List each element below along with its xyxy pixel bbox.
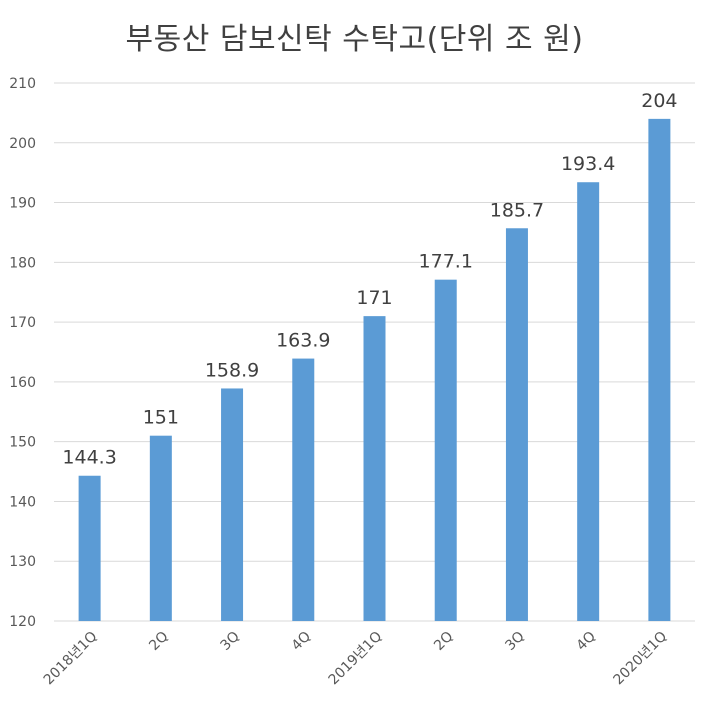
x-category-label: 3Q bbox=[217, 629, 242, 654]
chart-title: 부동산 담보신탁 수탁고(단위 조 원) bbox=[125, 22, 584, 57]
y-tick-label: 150 bbox=[9, 435, 36, 451]
x-category-label: 2018년1Q bbox=[41, 629, 101, 689]
data-label-8: 204 bbox=[641, 90, 677, 112]
bar-8 bbox=[648, 118, 671, 621]
x-category-label: 4Q bbox=[574, 629, 599, 654]
y-tick-label: 140 bbox=[9, 494, 36, 510]
y-tick-label: 210 bbox=[9, 76, 36, 92]
bar-1 bbox=[149, 435, 172, 621]
y-axis-ticks: 120 130 140 150 160 170 180 190 200 210 bbox=[9, 76, 36, 630]
y-tick-label: 190 bbox=[9, 196, 36, 212]
data-label-5: 177.1 bbox=[419, 251, 473, 273]
x-category-label: 4Q bbox=[289, 629, 314, 654]
bar-3 bbox=[292, 358, 315, 621]
x-axis-categories: 2018년1Q 2Q 3Q 4Q 2019년1Q 2Q 3Q 4Q 2020년1Q bbox=[41, 629, 670, 689]
bar-0 bbox=[78, 475, 101, 621]
data-label-1: 151 bbox=[143, 407, 179, 429]
bar-5 bbox=[434, 279, 457, 621]
y-tick-label: 170 bbox=[9, 315, 36, 331]
bars bbox=[78, 118, 671, 621]
x-category-label: 2Q bbox=[146, 629, 171, 654]
data-labels: 144.3 151 158.9 163.9 171 177.1 185.7 193.4 204 bbox=[62, 90, 677, 469]
data-label-0: 144.3 bbox=[62, 447, 116, 469]
data-label-2: 158.9 bbox=[205, 359, 259, 381]
y-tick-label: 180 bbox=[9, 255, 36, 271]
y-tick-label: 130 bbox=[9, 554, 36, 570]
y-tick-label: 160 bbox=[9, 375, 36, 391]
data-label-7: 193.4 bbox=[561, 153, 615, 175]
bar-4 bbox=[363, 316, 386, 621]
x-category-label: 2Q bbox=[431, 629, 456, 654]
data-label-3: 163.9 bbox=[276, 330, 330, 352]
data-label-6: 185.7 bbox=[490, 199, 544, 221]
bar-2 bbox=[221, 388, 244, 621]
y-tick-label: 200 bbox=[9, 136, 36, 152]
x-category-label: 2019년1Q bbox=[326, 629, 386, 689]
x-category-label: 2020년1Q bbox=[611, 629, 671, 689]
y-tick-label: 120 bbox=[9, 614, 36, 630]
data-label-4: 171 bbox=[356, 287, 392, 309]
x-category-label: 3Q bbox=[502, 629, 527, 654]
bar-6 bbox=[505, 228, 528, 621]
bar-7 bbox=[577, 182, 600, 621]
